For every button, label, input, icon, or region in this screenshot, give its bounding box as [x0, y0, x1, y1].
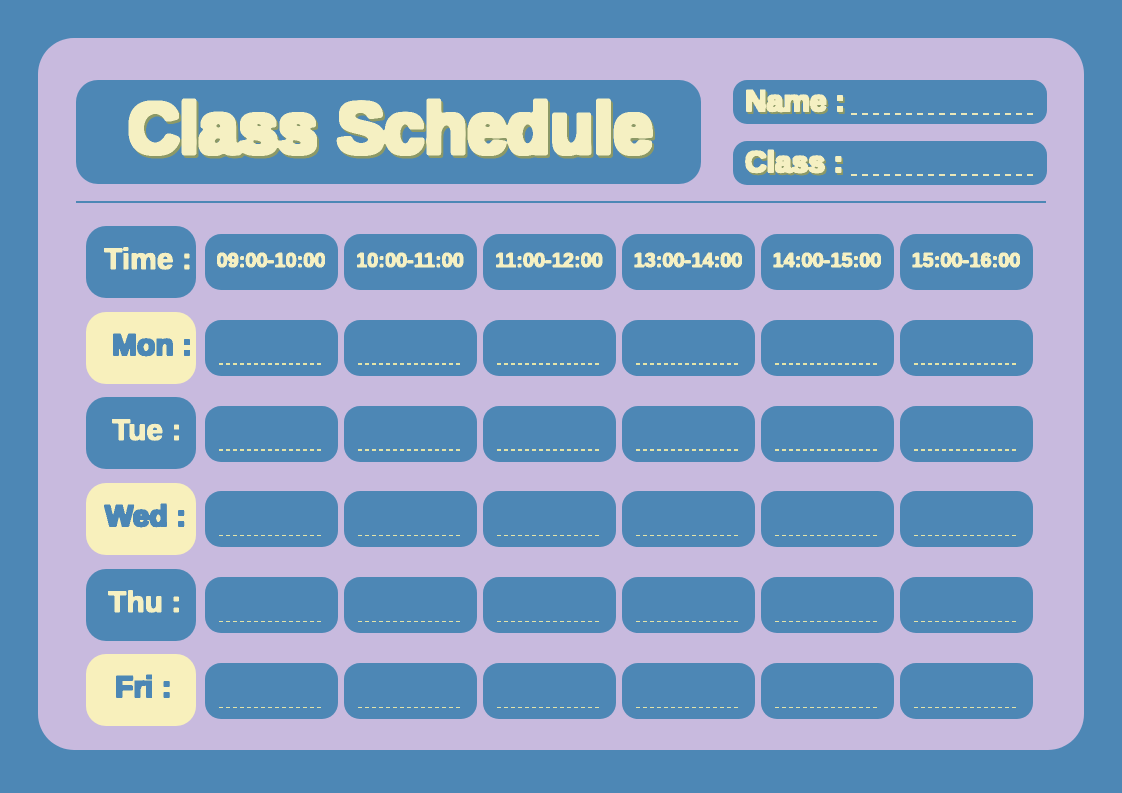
svg-text:Class Schedule: Class Schedule	[128, 90, 653, 169]
